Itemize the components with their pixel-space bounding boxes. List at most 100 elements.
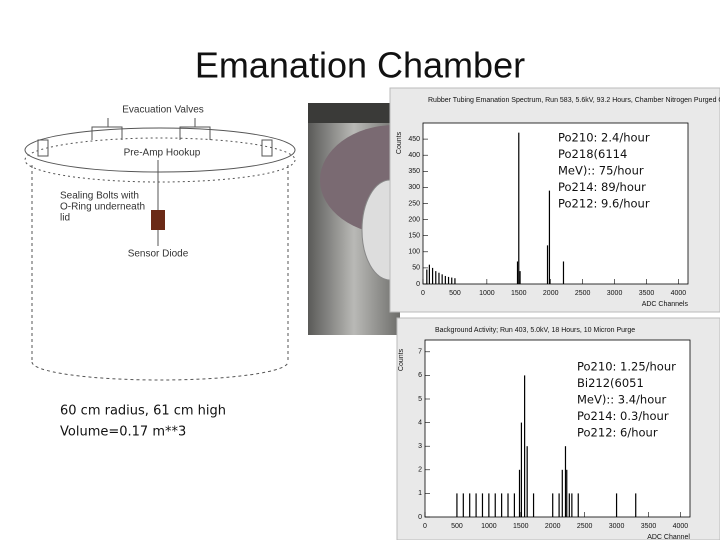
x-tick-label: 500 <box>451 523 463 530</box>
y-tick-label: 4 <box>418 419 422 426</box>
y-tick-label: 200 <box>408 216 420 223</box>
spike <box>481 493 484 517</box>
chamber-diagram <box>24 118 296 381</box>
spike <box>561 469 563 517</box>
spike <box>568 493 570 517</box>
x-axis-label: ADC Channels <box>642 301 689 308</box>
bolt <box>37 139 49 157</box>
annotation: Po212: 9.6/hour <box>558 197 650 211</box>
spike <box>548 190 551 284</box>
chart-title: Rubber Tubing Emanation Spectrum, Run 58… <box>428 97 720 104</box>
annotation: MeV):: 3.4/hour <box>577 393 667 407</box>
spike <box>518 469 521 517</box>
spike <box>615 493 618 517</box>
plot-area <box>424 339 691 518</box>
spike <box>451 277 453 284</box>
annotation: Po214: 89/hour <box>558 180 646 194</box>
spike <box>516 261 519 284</box>
label: Sensor Diode <box>128 249 189 260</box>
x-tick-label: 500 <box>449 290 461 297</box>
y-tick-label: 2 <box>418 467 422 474</box>
x-tick-label: 4000 <box>671 290 687 297</box>
spike <box>526 446 528 517</box>
x-tick-label: 1000 <box>479 290 495 297</box>
x-tick-label: 2000 <box>545 523 561 530</box>
spike <box>469 493 471 517</box>
spike <box>513 493 515 517</box>
y-tick-label: 6 <box>418 372 422 379</box>
flange <box>24 137 296 183</box>
caption: 60 cm radius, 61 cm high <box>60 404 226 419</box>
y-tick-label: 150 <box>408 233 420 240</box>
label: O-Ring underneath <box>60 202 145 213</box>
spike <box>438 272 440 284</box>
x-tick-label: 1500 <box>513 523 529 530</box>
label: lid <box>60 213 70 224</box>
x-tick-label: 3500 <box>641 523 657 530</box>
x-tick-label: 3500 <box>639 290 655 297</box>
x-tick-label: 3000 <box>609 523 625 530</box>
spike <box>441 274 443 284</box>
y-tick-label: 400 <box>408 152 420 159</box>
spike <box>507 493 509 517</box>
y-axis-label: Counts <box>396 131 403 154</box>
lid <box>24 127 296 173</box>
y-tick-label: 350 <box>408 168 420 175</box>
annotation: MeV):: 75/hour <box>558 164 644 178</box>
annotation: Po210: 1.25/hour <box>577 360 676 374</box>
y-tick-label: 0 <box>418 514 422 521</box>
spike <box>519 271 521 284</box>
y-tick-label: 0 <box>416 281 420 288</box>
spike <box>435 271 437 284</box>
label: Pre-Amp Hookup <box>124 148 201 159</box>
annotation: Bi212(6051 <box>577 376 644 390</box>
bolt <box>261 139 273 157</box>
spike <box>444 275 446 284</box>
y-tick-label: 3 <box>418 443 422 450</box>
spike <box>564 446 567 517</box>
y-axis-label: Counts <box>398 348 405 371</box>
label: Evacuation Valves <box>122 105 204 116</box>
spike <box>532 493 535 517</box>
spike <box>431 267 434 284</box>
spike <box>520 422 523 517</box>
x-tick-label: 1500 <box>511 290 527 297</box>
x-tick-label: 1000 <box>481 523 497 530</box>
spike <box>475 493 477 517</box>
y-tick-label: 50 <box>412 265 420 272</box>
y-tick-label: 300 <box>408 184 420 191</box>
x-tick-label: 2000 <box>543 290 559 297</box>
annotation: Po212: 6/hour <box>577 426 658 440</box>
spike <box>571 493 573 517</box>
plot-area <box>422 122 689 285</box>
annotation: Po218(6114 <box>558 147 627 161</box>
spike <box>566 469 568 517</box>
spike <box>447 276 450 284</box>
x-tick-label: 2500 <box>577 523 593 530</box>
x-tick-label: 3000 <box>607 290 623 297</box>
label: Sealing Bolts with <box>60 191 139 202</box>
spike <box>524 375 526 517</box>
x-tick-label: 2500 <box>575 290 591 297</box>
valve <box>91 118 123 140</box>
spike <box>558 493 560 517</box>
spike <box>518 132 520 284</box>
spike <box>456 493 458 517</box>
y-tick-label: 250 <box>408 200 420 207</box>
slide-title: Emanation Chamber <box>195 45 525 86</box>
photo-top <box>308 103 400 123</box>
x-axis-label: ADC Channel <box>647 534 690 540</box>
spike <box>635 493 637 517</box>
valve <box>179 118 211 140</box>
chart-title: Background Activity; Run 403, 5.0kV, 18 … <box>435 327 635 334</box>
x-tick-label: 0 <box>423 523 427 530</box>
spike <box>501 493 503 517</box>
y-tick-label: 7 <box>418 349 422 356</box>
spike <box>494 493 496 517</box>
annotation: Po214: 0.3/hour <box>577 409 669 423</box>
y-tick-label: 5 <box>418 396 422 403</box>
spike <box>428 264 430 284</box>
spike <box>546 245 549 284</box>
spike <box>454 278 456 284</box>
